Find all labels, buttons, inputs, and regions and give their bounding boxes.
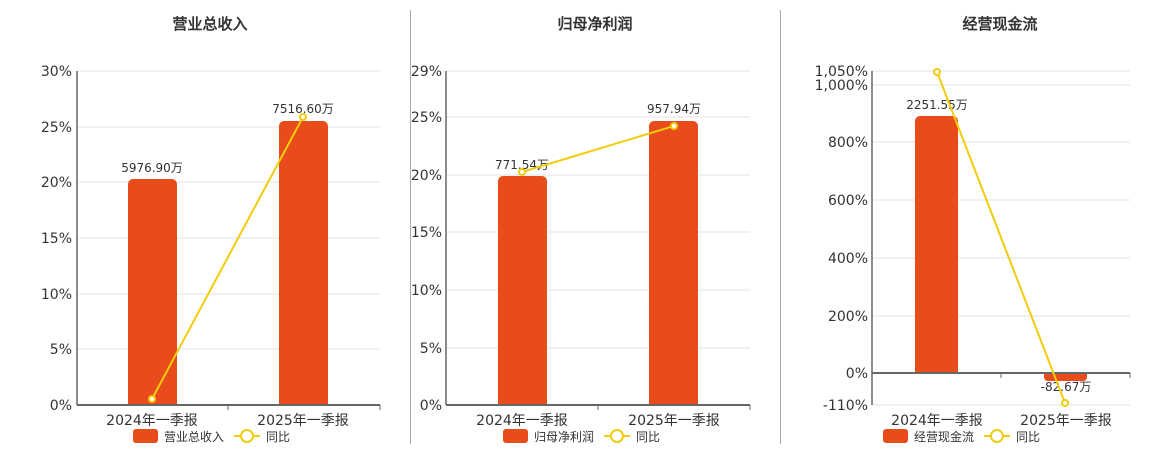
legend: 经营现金流 同比 bbox=[883, 427, 1040, 445]
svg-text:1,000%: 1,000% bbox=[815, 78, 868, 94]
legend-line-label[interactable]: 同比 bbox=[636, 429, 661, 444]
svg-text:20%: 20% bbox=[411, 168, 442, 184]
yoy-point[interactable] bbox=[1061, 399, 1069, 407]
svg-text:800%: 800% bbox=[828, 135, 868, 151]
svg-text:25%: 25% bbox=[411, 110, 442, 126]
svg-text:0%: 0% bbox=[50, 398, 72, 414]
divider bbox=[410, 10, 411, 444]
chart-title: 营业总收入 bbox=[172, 15, 248, 33]
bar-2024[interactable] bbox=[498, 176, 547, 405]
y-axis-labels: 1,050% 1,000% 800% 600% 400% 200% 0% -11… bbox=[815, 64, 868, 414]
svg-text:15%: 15% bbox=[41, 231, 72, 247]
chart-2-plot: 29% 25% 20% 15% 10% 5% 0% 771.54万 957.94… bbox=[411, 64, 751, 429]
svg-text:25%: 25% bbox=[41, 120, 72, 136]
svg-text:5%: 5% bbox=[420, 341, 442, 357]
yoy-point[interactable] bbox=[518, 168, 526, 176]
legend-bar-label[interactable]: 营业总收入 bbox=[164, 429, 225, 444]
x-category-label: 2024年一季报 bbox=[476, 413, 568, 429]
svg-text:1,050%: 1,050% bbox=[815, 64, 868, 80]
yoy-line bbox=[151, 116, 304, 400]
bar-2024[interactable] bbox=[128, 179, 177, 405]
legend-bar-swatch[interactable] bbox=[133, 429, 158, 443]
bar-2025[interactable] bbox=[649, 121, 698, 405]
svg-text:10%: 10% bbox=[411, 283, 442, 299]
legend-line-swatch[interactable] bbox=[604, 429, 631, 443]
y-axis-labels: 30% 25% 20% 15% 10% 5% 0% bbox=[41, 64, 72, 414]
gridlines bbox=[77, 70, 380, 350]
legend-bar-label[interactable]: 归母净利润 bbox=[534, 429, 595, 444]
legend: 营业总收入 同比 bbox=[133, 427, 290, 445]
chart-title: 归母净利润 bbox=[557, 15, 633, 33]
x-category-label: 2025年一季报 bbox=[1020, 413, 1112, 429]
chart-panel-net-profit: 归母净利润 bbox=[410, 0, 780, 450]
y-axis-labels: 29% 25% 20% 15% 10% 5% 0% bbox=[411, 64, 442, 414]
gridlines bbox=[446, 70, 750, 349]
chart-panel-cash-flow: 经营现金流 bbox=[780, 0, 1160, 450]
yoy-point[interactable] bbox=[148, 395, 156, 403]
chart-title: 经营现金流 bbox=[962, 15, 1038, 33]
chart-panel-revenue: 营业总收入 bbox=[0, 0, 410, 450]
legend: 归母净利润 同比 bbox=[503, 427, 660, 445]
bar-data-label: 957.94万 bbox=[647, 102, 701, 116]
svg-text:20%: 20% bbox=[41, 175, 72, 191]
svg-text:15%: 15% bbox=[411, 225, 442, 241]
bar-data-label: 2251.55万 bbox=[906, 98, 968, 112]
svg-text:0%: 0% bbox=[420, 398, 442, 414]
svg-text:200%: 200% bbox=[828, 309, 868, 325]
legend-bar-swatch[interactable] bbox=[503, 429, 528, 443]
bar-data-label: 7516.60万 bbox=[272, 102, 334, 116]
legend-line-swatch[interactable] bbox=[234, 429, 261, 443]
legend-bar-swatch[interactable] bbox=[883, 429, 908, 443]
x-category-label: 2025年一季报 bbox=[257, 413, 349, 429]
yoy-point[interactable] bbox=[933, 68, 941, 76]
divider bbox=[780, 10, 781, 444]
yoy-point[interactable] bbox=[670, 122, 678, 130]
svg-text:400%: 400% bbox=[828, 251, 868, 267]
svg-text:0%: 0% bbox=[846, 366, 868, 382]
chart-3-plot: 1,050% 1,000% 800% 600% 400% 200% 0% -11… bbox=[815, 64, 1131, 429]
legend-line-label[interactable]: 同比 bbox=[1016, 429, 1041, 444]
svg-text:600%: 600% bbox=[828, 193, 868, 209]
bar-data-label: -82.67万 bbox=[1041, 380, 1092, 394]
legend-bar-label[interactable]: 经营现金流 bbox=[914, 429, 975, 444]
svg-text:-110%: -110% bbox=[823, 398, 868, 414]
yoy-line bbox=[936, 71, 1066, 404]
svg-text:5%: 5% bbox=[50, 342, 72, 358]
x-category-label: 2024年一季报 bbox=[106, 413, 198, 429]
yoy-line bbox=[521, 125, 675, 173]
bar-data-label: 5976.90万 bbox=[121, 161, 183, 175]
bar-2024[interactable] bbox=[915, 116, 958, 373]
svg-text:10%: 10% bbox=[41, 287, 72, 303]
yoy-point[interactable] bbox=[299, 113, 307, 121]
legend-line-label[interactable]: 同比 bbox=[266, 429, 291, 444]
bar-2025[interactable] bbox=[279, 121, 328, 405]
x-category-label: 2025年一季报 bbox=[628, 413, 720, 429]
x-category-label: 2024年一季报 bbox=[891, 413, 983, 429]
svg-text:29%: 29% bbox=[411, 64, 442, 80]
svg-text:30%: 30% bbox=[41, 64, 72, 80]
chart-1-plot: 30% 25% 20% 15% 10% 5% 0% 5976.90万 7516.… bbox=[41, 64, 381, 429]
legend-line-swatch[interactable] bbox=[984, 429, 1011, 443]
